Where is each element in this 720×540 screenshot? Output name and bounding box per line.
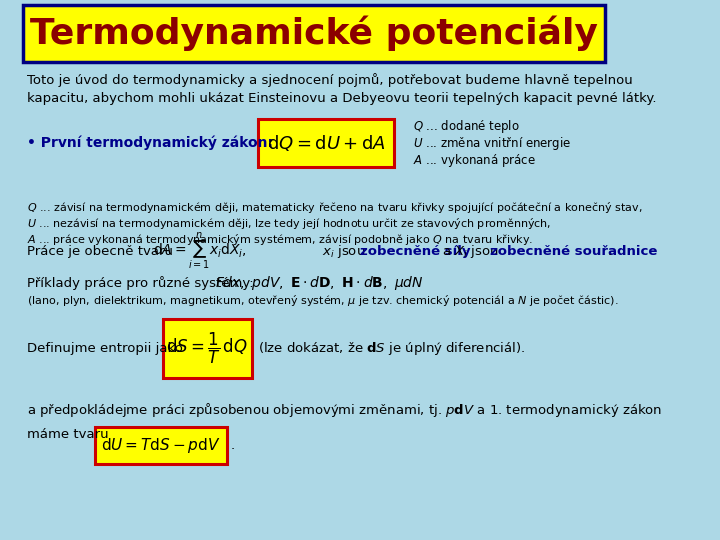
Text: (lano, plyn, dielektrikum, magnetikum, otevřený systém, $\mu$ je tzv. chemický p: (lano, plyn, dielektrikum, magnetikum, o… [27, 293, 618, 308]
Text: $Fdx,\ pdV,\ \mathbf{E}\cdot d\mathbf{D},\ \mathbf{H}\cdot d\mathbf{B},\ \mu dN$: $Fdx,\ pdV,\ \mathbf{E}\cdot d\mathbf{D}… [215, 274, 424, 293]
Text: $\mathrm{d}Q = \mathrm{d}U + \mathrm{d}A$: $\mathrm{d}Q = \mathrm{d}U + \mathrm{d}A… [267, 133, 386, 153]
FancyBboxPatch shape [258, 119, 395, 167]
FancyBboxPatch shape [163, 319, 252, 378]
Text: $\mathrm{d}A = \sum_{i=1}^{n} x_i \mathrm{d}X_i,$: $\mathrm{d}A = \sum_{i=1}^{n} x_i \mathr… [153, 231, 247, 272]
Text: $A$ ... práce vykonaná termodynamickým systémem, závisí podobně jako $Q$ na tvar: $A$ ... práce vykonaná termodynamickým s… [27, 232, 533, 247]
Text: zobecněné souřadnice: zobecněné souřadnice [490, 245, 657, 258]
Text: Toto je úvod do termodynamicky a sjednocení pojmů, potřebovat budeme hlavně tepe: Toto je úvod do termodynamicky a sjednoc… [27, 73, 656, 105]
Text: $U$ ... nezávisí na termodynamickém ději, lze tedy její hodnotu určit ze stavový: $U$ ... nezávisí na termodynamickém ději… [27, 216, 551, 231]
Text: $Q$ ... závisí na termodynamickém ději, matematicky řečeno na tvaru křivky spoju: $Q$ ... závisí na termodynamickém ději, … [27, 200, 642, 215]
Text: $x_i$ jsou: $x_i$ jsou [314, 242, 366, 260]
Text: (lze dokázat, že $\mathbf{d}S$ je úplný diferenciál).: (lze dokázat, že $\mathbf{d}S$ je úplný … [258, 340, 526, 357]
Text: $A$ ... vykonaná práce: $A$ ... vykonaná práce [413, 152, 536, 169]
Text: a $X_i$ jsou: a $X_i$ jsou [438, 242, 500, 260]
Text: Příklady práce pro různé systémy:: Příklady práce pro různé systémy: [27, 276, 261, 291]
Text: $U$ ... změna vnitřní energie: $U$ ... změna vnitřní energie [413, 135, 571, 152]
Text: • První termodynamický zákon:: • První termodynamický zákon: [27, 136, 273, 150]
Text: .: . [608, 245, 612, 258]
Text: $\mathrm{d}U = T\mathrm{d}S - p\mathrm{d}V$: $\mathrm{d}U = T\mathrm{d}S - p\mathrm{d… [102, 436, 221, 455]
Text: máme tvaru: máme tvaru [27, 428, 108, 441]
FancyBboxPatch shape [94, 427, 228, 464]
Text: $\mathrm{d}S = \dfrac{1}{T}\,\mathrm{d}Q$: $\mathrm{d}S = \dfrac{1}{T}\,\mathrm{d}Q… [166, 330, 248, 366]
Text: Práce je obecně tvaru: Práce je obecně tvaru [27, 245, 177, 258]
Text: Definujme entropii jako: Definujme entropii jako [27, 342, 182, 355]
Text: $Q$ ... dodané teplo: $Q$ ... dodané teplo [413, 118, 520, 136]
FancyBboxPatch shape [24, 5, 605, 62]
Text: zobecněné síly: zobecněné síly [361, 245, 471, 258]
Text: a předpokládejme práci způsobenou objemovými změnami, tj. $p\mathbf{d}V$ a 1. te: a předpokládejme práci způsobenou objemo… [27, 401, 662, 420]
Text: Termodynamické potenciály: Termodynamické potenciály [30, 16, 598, 51]
Text: .: . [230, 439, 235, 452]
